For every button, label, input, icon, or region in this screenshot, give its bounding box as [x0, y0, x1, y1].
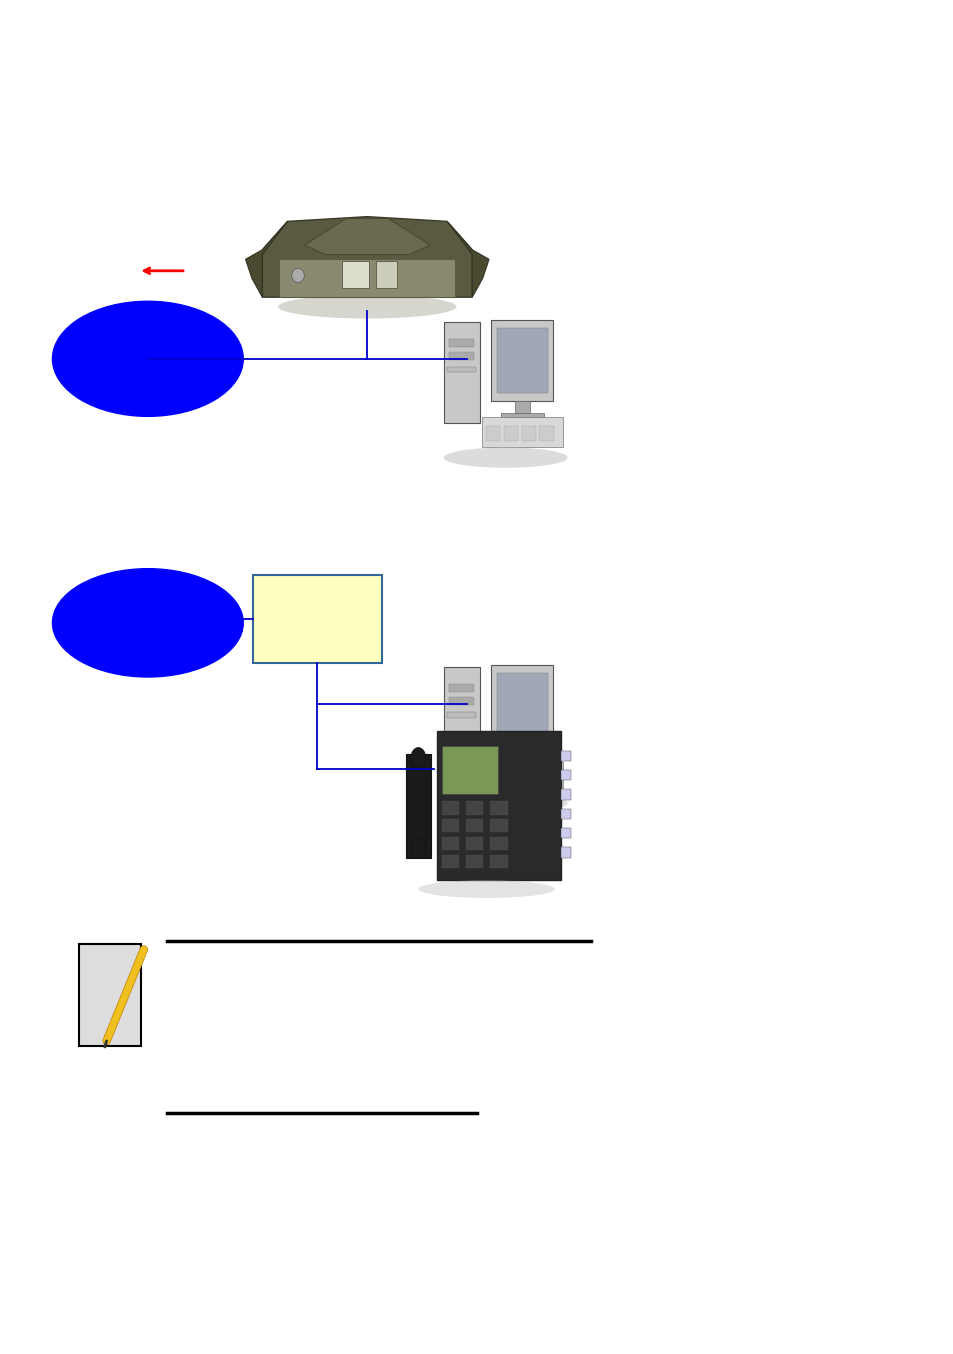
FancyBboxPatch shape: [500, 413, 543, 418]
FancyBboxPatch shape: [497, 328, 547, 393]
Ellipse shape: [443, 448, 567, 468]
Polygon shape: [447, 221, 489, 297]
FancyBboxPatch shape: [490, 819, 507, 833]
FancyBboxPatch shape: [560, 827, 570, 838]
FancyBboxPatch shape: [375, 261, 396, 287]
FancyBboxPatch shape: [490, 802, 507, 815]
FancyBboxPatch shape: [449, 338, 474, 347]
FancyBboxPatch shape: [521, 427, 536, 441]
FancyBboxPatch shape: [447, 712, 476, 718]
FancyBboxPatch shape: [449, 352, 474, 360]
FancyBboxPatch shape: [485, 427, 500, 441]
FancyBboxPatch shape: [466, 802, 483, 815]
Polygon shape: [262, 217, 472, 297]
Ellipse shape: [417, 880, 555, 898]
Polygon shape: [279, 259, 455, 297]
Polygon shape: [304, 218, 430, 255]
FancyBboxPatch shape: [466, 854, 483, 868]
FancyBboxPatch shape: [497, 673, 547, 738]
Ellipse shape: [52, 569, 243, 677]
FancyBboxPatch shape: [253, 575, 381, 663]
FancyBboxPatch shape: [514, 746, 530, 758]
FancyBboxPatch shape: [538, 427, 554, 441]
FancyBboxPatch shape: [441, 819, 458, 833]
Ellipse shape: [292, 268, 304, 283]
Ellipse shape: [411, 747, 425, 768]
FancyBboxPatch shape: [560, 770, 570, 780]
FancyBboxPatch shape: [441, 854, 458, 868]
FancyBboxPatch shape: [441, 746, 497, 793]
Ellipse shape: [52, 302, 243, 417]
FancyBboxPatch shape: [466, 819, 483, 833]
FancyBboxPatch shape: [521, 772, 536, 787]
FancyBboxPatch shape: [481, 417, 562, 447]
FancyBboxPatch shape: [503, 427, 517, 441]
Polygon shape: [406, 753, 430, 858]
FancyBboxPatch shape: [500, 758, 543, 764]
FancyBboxPatch shape: [490, 854, 507, 868]
FancyBboxPatch shape: [490, 837, 507, 850]
Ellipse shape: [443, 793, 567, 812]
FancyBboxPatch shape: [538, 772, 554, 787]
Ellipse shape: [411, 837, 425, 858]
FancyBboxPatch shape: [441, 802, 458, 815]
FancyBboxPatch shape: [560, 750, 570, 761]
FancyBboxPatch shape: [443, 666, 479, 768]
FancyBboxPatch shape: [449, 684, 474, 692]
FancyBboxPatch shape: [560, 848, 570, 858]
Polygon shape: [245, 221, 287, 297]
FancyBboxPatch shape: [79, 945, 141, 1045]
FancyBboxPatch shape: [449, 697, 474, 705]
FancyBboxPatch shape: [481, 762, 562, 792]
FancyBboxPatch shape: [491, 665, 553, 746]
FancyBboxPatch shape: [436, 731, 560, 880]
FancyBboxPatch shape: [514, 401, 530, 413]
FancyBboxPatch shape: [560, 789, 570, 800]
FancyBboxPatch shape: [342, 261, 369, 287]
FancyBboxPatch shape: [485, 772, 500, 787]
FancyBboxPatch shape: [560, 808, 570, 819]
FancyBboxPatch shape: [503, 772, 517, 787]
Ellipse shape: [278, 295, 456, 318]
FancyBboxPatch shape: [466, 837, 483, 850]
FancyBboxPatch shape: [443, 321, 479, 422]
FancyBboxPatch shape: [491, 320, 553, 401]
FancyBboxPatch shape: [447, 367, 476, 372]
FancyBboxPatch shape: [441, 837, 458, 850]
